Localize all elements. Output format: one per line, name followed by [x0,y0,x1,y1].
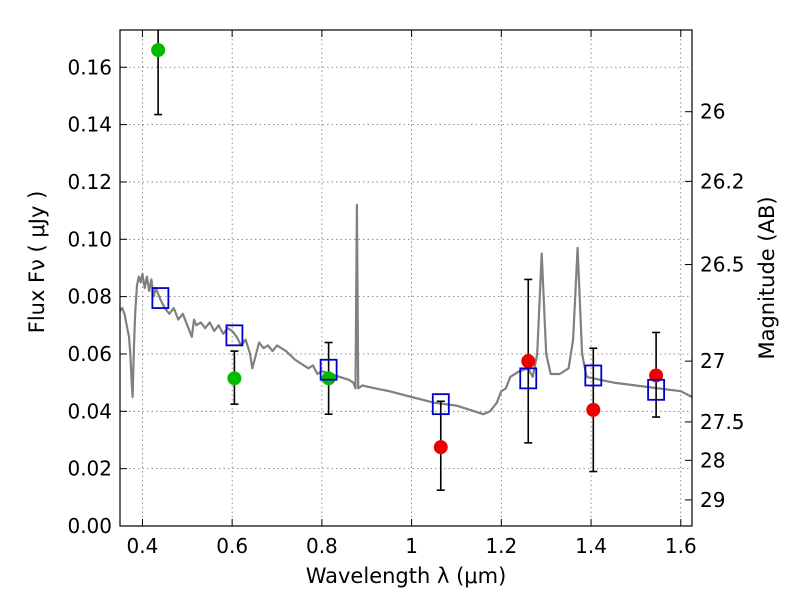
model-band-square [647,378,666,401]
model-band-square [519,367,538,390]
grid-lines [120,30,692,527]
red-data-point [433,440,448,455]
green-data-point [321,371,336,386]
y-tick-label: 0.04 [67,399,112,423]
x-tick-label: 1.2 [485,534,517,558]
model-band-square [319,358,338,381]
y2-tick-label: 26.2 [700,169,745,193]
green-data-point [151,43,166,58]
y2-axis-title: Magnitude (AB) [755,196,779,359]
data-markers [151,43,666,455]
model-spectrum [119,203,693,416]
y2-tick-label: 27.5 [700,410,745,434]
y2-tick-label: 26.5 [700,253,745,277]
y2-tick-label: 26 [700,100,725,124]
x-tick-label: 1.6 [665,534,697,558]
model-band-square [584,364,603,387]
y-tick-label: 0.06 [67,342,112,366]
x-axis-title: Wavelength λ (μm) [306,564,507,588]
model-band-square [431,393,450,416]
model-band-square [225,324,244,347]
axis-ticks: 0.4 0.6 0.8 1 1.2 1.4 1.6 0.00 0.02 0.04 0.06 0.08 0… [67,30,745,558]
x-tick-label: 1 [405,534,418,558]
x-tick-label: 0.6 [216,534,248,558]
y-tick-label: 0.12 [67,170,112,194]
y-tick-label: 0.14 [67,113,112,137]
red-data-point [521,354,536,369]
y-tick-label: 0.10 [67,227,112,251]
x-tick-label: 0.8 [306,534,338,558]
y-tick-label: 0.02 [67,457,112,481]
plot-frame [119,29,693,527]
red-data-point [586,402,601,417]
y2-tick-label: 28 [700,448,725,472]
x-tick-label: 0.4 [127,534,159,558]
y2-tick-label: 29 [700,488,725,512]
y-tick-label: 0.00 [67,514,112,538]
y-axis-title: Flux Fν ( μJy ) [25,191,49,334]
y-tick-label: 0.08 [67,285,112,309]
x-tick-label: 1.4 [575,534,607,558]
model-spectrum-line [119,203,693,416]
green-data-point [227,371,242,386]
model-band-square [151,287,170,309]
error-bars [154,30,661,491]
y2-tick-label: 27 [700,349,725,373]
y-tick-label: 0.16 [67,55,112,79]
